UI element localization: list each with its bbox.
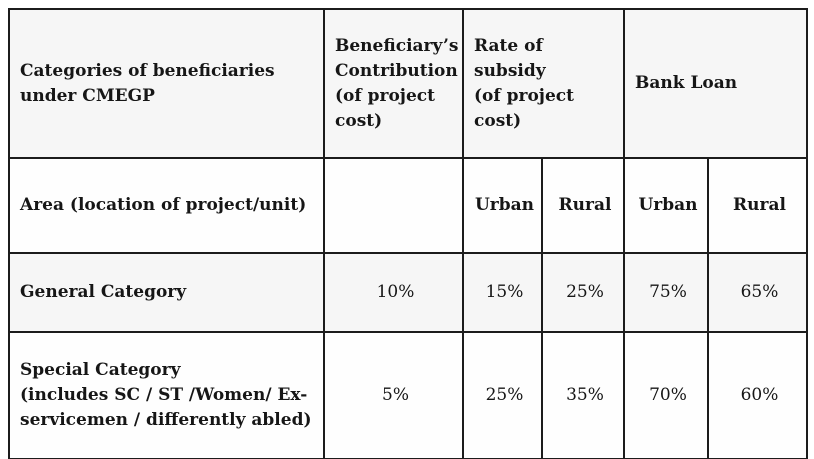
header-contribution-cell: Beneficiary’s Contribution (of project c… [323,8,464,159]
general-subsidy-urban-cell: 15% [462,252,543,333]
table-header-row: Categories of beneficiaries under CMEGP … [8,8,809,159]
area-row: Area (location of project/unit) Urban Ru… [8,157,809,254]
special-category-row: Special Category (includes SC / ST /Wome… [8,331,809,459]
general-category-label-cell: General Category [8,252,325,333]
subsidy-urban-header-cell: Urban [462,157,543,254]
general-loan-urban-cell: 75% [623,252,709,333]
header-categories-cell: Categories of beneficiaries under CMEGP [8,8,325,159]
area-contribution-empty-cell [323,157,464,254]
header-rate-of-subsidy-cell: Rate of subsidy (of project cost) [462,8,625,159]
special-subsidy-rural-cell: 35% [541,331,625,459]
special-loan-urban-cell: 70% [623,331,709,459]
general-category-row: General Category 10% 15% 25% 75% 65% [8,252,809,333]
general-subsidy-rural-cell: 25% [541,252,625,333]
cmegp-subsidy-table: Categories of beneficiaries under CMEGP … [8,8,809,459]
special-category-label-cell: Special Category (includes SC / ST /Wome… [8,331,325,459]
general-loan-rural-cell: 65% [706,252,809,333]
general-contribution-cell: 10% [323,252,464,333]
area-label-cell: Area (location of project/unit) [8,157,325,254]
special-contribution-cell: 5% [323,331,464,459]
loan-urban-header-cell: Urban [623,157,709,254]
subsidy-rural-header-cell: Rural [541,157,625,254]
header-bank-loan-cell: Bank Loan [622,8,809,159]
loan-rural-header-cell: Rural [706,157,809,254]
special-loan-rural-cell: 60% [706,331,809,459]
special-subsidy-urban-cell: 25% [462,331,543,459]
